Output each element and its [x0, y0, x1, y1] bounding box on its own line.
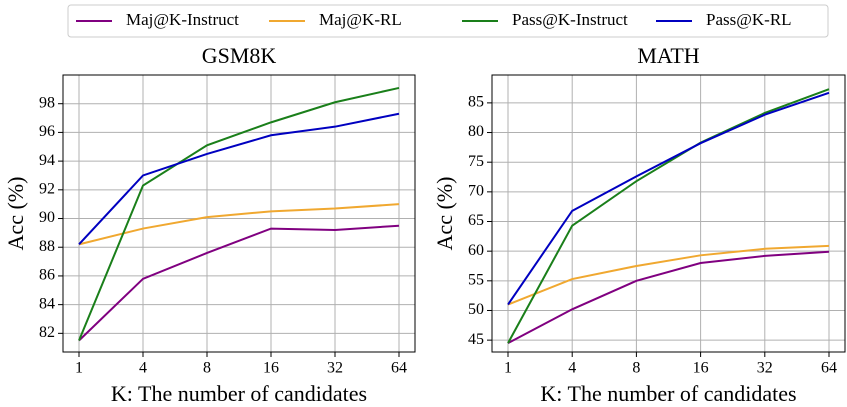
x-tick-label: 4 — [139, 360, 147, 377]
y-tick-label: 92 — [39, 180, 55, 197]
y-axis-label: Acc (%) — [3, 177, 28, 251]
x-tick-label: 32 — [757, 360, 773, 377]
y-tick-label: 82 — [39, 324, 55, 341]
x-tick-label: 8 — [203, 360, 211, 377]
series-line — [78, 203, 400, 246]
x-tick-label: 64 — [821, 360, 837, 377]
series-line — [507, 88, 830, 344]
y-tick-label: 88 — [39, 238, 55, 255]
series-line — [78, 112, 400, 246]
series-line — [507, 244, 830, 306]
x-tick-label: 1 — [75, 360, 83, 377]
y-tick-label: 60 — [468, 242, 484, 259]
series-line — [78, 86, 400, 341]
legend-label: Maj@K-Instruct — [126, 10, 239, 29]
legend-label: Pass@K-Instruct — [512, 10, 628, 29]
y-tick-label: 65 — [468, 212, 484, 229]
x-tick-label: 8 — [632, 360, 640, 377]
y-tick-label: 96 — [39, 123, 55, 140]
y-tick-label: 85 — [468, 94, 484, 111]
y-tick-label: 94 — [39, 152, 55, 169]
x-tick-label: 16 — [263, 360, 279, 377]
x-tick-label: 4 — [568, 360, 576, 377]
y-tick-label: 86 — [39, 267, 55, 284]
x-tick-label: 1 — [504, 360, 512, 377]
series-line — [507, 250, 830, 344]
x-axis-label: K: The number of candidates — [111, 381, 367, 406]
y-tick-label: 84 — [39, 295, 55, 312]
y-tick-label: 90 — [39, 209, 55, 226]
y-tick-label: 50 — [468, 301, 484, 318]
y-axis-label: Acc (%) — [432, 177, 457, 251]
y-tick-label: 80 — [468, 123, 484, 140]
y-tick-label: 70 — [468, 183, 484, 200]
y-tick-label: 45 — [468, 331, 484, 348]
x-tick-label: 16 — [693, 360, 709, 377]
series-line — [507, 91, 830, 306]
plot-frame — [62, 74, 416, 353]
series-line — [78, 224, 400, 342]
x-tick-label: 32 — [327, 360, 343, 377]
chart-title: GSM8K — [202, 43, 277, 68]
y-tick-label: 75 — [468, 153, 484, 170]
y-tick-label: 55 — [468, 271, 484, 288]
chart-title: MATH — [637, 43, 699, 68]
legend-label: Pass@K-RL — [706, 10, 792, 29]
legend-box — [67, 4, 829, 38]
x-axis-label: K: The number of candidates — [540, 381, 796, 406]
y-tick-label: 98 — [39, 94, 55, 111]
legend-label: Maj@K-RL — [319, 10, 402, 29]
plot-frame — [491, 74, 846, 353]
x-tick-label: 64 — [391, 360, 407, 377]
